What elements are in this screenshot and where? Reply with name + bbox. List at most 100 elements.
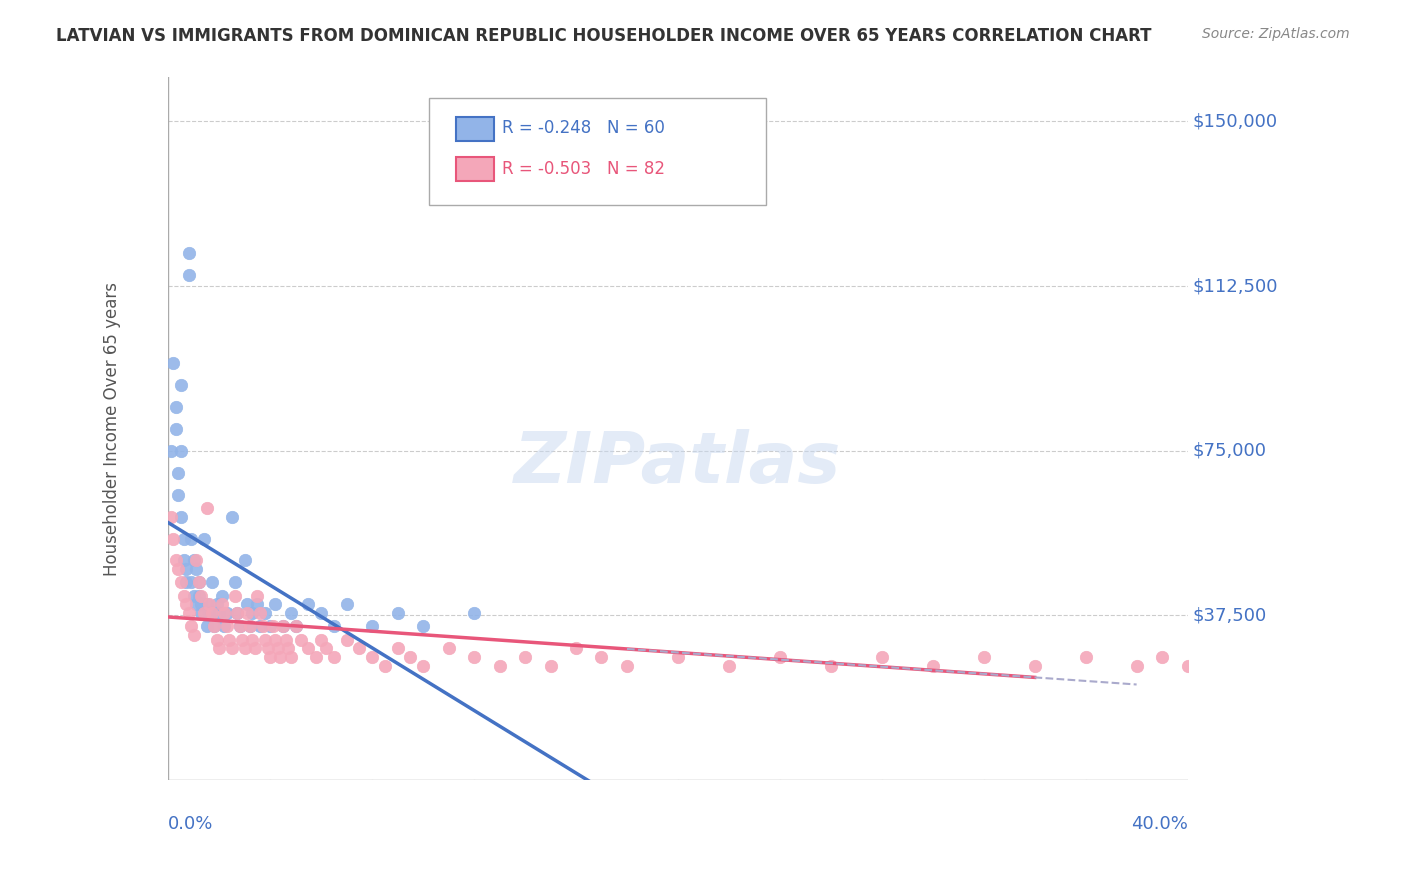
- Point: [412, 619, 434, 633]
- Point: [190, 589, 212, 603]
- Point: [336, 598, 359, 612]
- Point: [249, 606, 271, 620]
- Point: [262, 619, 284, 633]
- Point: [183, 553, 205, 567]
- Point: [322, 619, 344, 633]
- Point: [218, 632, 240, 647]
- Point: [180, 532, 202, 546]
- Point: [170, 377, 193, 392]
- Text: $37,500: $37,500: [1192, 607, 1267, 624]
- Point: [309, 632, 332, 647]
- Point: [820, 659, 842, 673]
- Text: $75,000: $75,000: [1192, 442, 1267, 459]
- Point: [226, 606, 249, 620]
- Point: [186, 562, 208, 576]
- Point: [177, 606, 200, 620]
- Point: [264, 632, 287, 647]
- Point: [513, 650, 536, 665]
- Point: [264, 598, 287, 612]
- Point: [180, 575, 202, 590]
- Point: [180, 619, 202, 633]
- Text: LATVIAN VS IMMIGRANTS FROM DOMINICAN REPUBLIC HOUSEHOLDER INCOME OVER 65 YEARS C: LATVIAN VS IMMIGRANTS FROM DOMINICAN REP…: [56, 27, 1152, 45]
- Point: [195, 598, 218, 612]
- Point: [305, 650, 328, 665]
- Point: [186, 553, 208, 567]
- Point: [259, 619, 281, 633]
- Point: [322, 650, 344, 665]
- Point: [174, 562, 197, 576]
- Point: [271, 619, 294, 633]
- Point: [226, 606, 249, 620]
- Point: [973, 650, 995, 665]
- Point: [195, 619, 218, 633]
- Point: [236, 606, 259, 620]
- Point: [187, 589, 209, 603]
- Point: [190, 606, 212, 620]
- Point: [193, 606, 215, 620]
- Point: [256, 641, 278, 656]
- Point: [399, 650, 422, 665]
- Point: [167, 466, 190, 480]
- Point: [591, 650, 613, 665]
- Point: [233, 553, 256, 567]
- Point: [717, 659, 740, 673]
- Point: [211, 598, 233, 612]
- Point: [269, 650, 291, 665]
- Point: [183, 589, 205, 603]
- Point: [214, 606, 236, 620]
- Point: [174, 598, 197, 612]
- Point: [170, 575, 193, 590]
- Point: [221, 509, 243, 524]
- Point: [277, 641, 299, 656]
- Point: [177, 268, 200, 282]
- Point: [254, 606, 277, 620]
- Point: [271, 619, 294, 633]
- Point: [214, 619, 236, 633]
- Text: Source: ZipAtlas.com: Source: ZipAtlas.com: [1202, 27, 1350, 41]
- Point: [361, 650, 384, 665]
- Point: [280, 650, 302, 665]
- Point: [198, 606, 221, 620]
- Point: [160, 443, 183, 458]
- Point: [921, 659, 943, 673]
- Point: [239, 619, 262, 633]
- Point: [174, 575, 197, 590]
- Point: [228, 619, 250, 633]
- Point: [186, 598, 208, 612]
- Point: [769, 650, 792, 665]
- Point: [165, 553, 187, 567]
- Point: [242, 632, 264, 647]
- Point: [190, 598, 212, 612]
- Point: [165, 422, 187, 436]
- Point: [211, 589, 233, 603]
- Point: [167, 488, 190, 502]
- Point: [187, 575, 209, 590]
- Point: [565, 641, 588, 656]
- Point: [187, 575, 209, 590]
- Point: [1177, 659, 1199, 673]
- Point: [215, 606, 238, 620]
- Point: [280, 606, 302, 620]
- Point: [259, 650, 281, 665]
- Point: [239, 619, 262, 633]
- Point: [336, 632, 359, 647]
- Point: [297, 641, 319, 656]
- Point: [224, 575, 246, 590]
- Point: [297, 598, 319, 612]
- Point: [349, 641, 371, 656]
- Point: [1074, 650, 1097, 665]
- Point: [374, 659, 396, 673]
- Point: [387, 641, 409, 656]
- Point: [246, 598, 269, 612]
- Point: [215, 619, 238, 633]
- Point: [170, 443, 193, 458]
- Point: [193, 532, 215, 546]
- Point: [173, 589, 195, 603]
- Point: [201, 575, 224, 590]
- Point: [224, 589, 246, 603]
- Text: 0.0%: 0.0%: [169, 815, 214, 833]
- Point: [201, 606, 224, 620]
- Point: [205, 632, 228, 647]
- Text: ZIPatlas: ZIPatlas: [515, 429, 842, 499]
- Text: Householder Income Over 65 years: Householder Income Over 65 years: [103, 282, 121, 575]
